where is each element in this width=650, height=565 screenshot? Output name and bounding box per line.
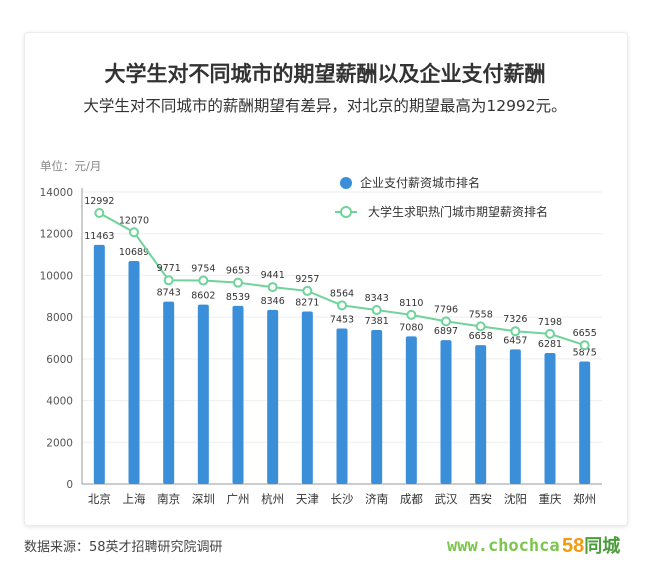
line-value-label: 9653	[226, 266, 250, 277]
bar	[475, 345, 487, 484]
legend-bar-marker	[340, 177, 352, 189]
x-tick-label: 重庆	[539, 492, 562, 506]
line-value-label: 9257	[295, 274, 319, 285]
bar	[579, 361, 591, 484]
line-value-label: 7558	[469, 309, 493, 320]
brand-text: 同城	[584, 536, 621, 557]
chart-title: 大学生对不同城市的期望薪酬以及企业支付薪酬	[104, 62, 546, 86]
bar-value-label: 6897	[434, 326, 458, 337]
line-point	[579, 340, 590, 351]
data-source: 数据来源：58英才招聘研究院调研	[24, 540, 223, 555]
bar	[128, 261, 140, 484]
bar-value-label: 8743	[157, 288, 181, 299]
line-value-label: 9771	[157, 263, 181, 274]
bar	[163, 301, 175, 484]
bar	[509, 349, 521, 484]
x-tick-label: 郑州	[573, 492, 596, 506]
line-value-label: 6655	[573, 328, 597, 339]
line-value-label: 8343	[365, 293, 389, 304]
x-tick-label: 武汉	[435, 492, 458, 506]
y-tick-label: 2000	[46, 437, 73, 449]
line-point	[94, 208, 105, 219]
legend-bar-label: 企业支付薪资城市排名	[360, 175, 480, 190]
bar	[336, 328, 348, 484]
bar-value-label: 8602	[191, 291, 215, 302]
bar-value-label: 7453	[330, 315, 354, 326]
bar	[267, 309, 279, 484]
line-point	[302, 285, 313, 296]
line-point	[406, 309, 417, 320]
bar	[371, 330, 383, 484]
bar	[440, 340, 452, 484]
x-tick-label: 深圳	[192, 492, 215, 506]
legend-line-label: 大学生求职热门城市期望薪资排名	[368, 204, 548, 219]
x-tick-label: 南京	[157, 492, 180, 506]
bar-value-label: 8271	[295, 297, 319, 308]
bar	[301, 311, 313, 484]
bar-value-label: 6281	[538, 339, 562, 350]
chart-card	[24, 32, 628, 526]
x-tick-label: 成都	[400, 492, 423, 506]
y-tick-label: 12000	[40, 229, 73, 241]
line-value-label: 8110	[399, 298, 423, 309]
bar	[197, 304, 209, 484]
line-point	[337, 300, 347, 311]
x-tick-label: 杭州	[261, 492, 284, 506]
line-point	[233, 277, 243, 288]
bar-value-label: 8539	[226, 292, 250, 303]
line-point	[510, 326, 521, 337]
line-value-label: 12070	[119, 215, 149, 226]
bar	[405, 336, 417, 484]
y-tick-label: 8000	[46, 312, 73, 324]
legend-line-marker	[340, 206, 352, 218]
line-value-label: 12992	[84, 196, 114, 207]
line-value-label: 8564	[330, 288, 354, 299]
y-tick-label: 10000	[40, 270, 73, 282]
line-point	[267, 282, 278, 293]
watermark-text: www.chochca	[447, 536, 560, 556]
bar	[544, 352, 556, 484]
line-value-label: 9754	[191, 264, 215, 275]
line-point	[441, 316, 451, 327]
bar-value-label: 10689	[119, 247, 149, 258]
y-tick-label: 4000	[46, 396, 73, 408]
line-value-label: 7796	[434, 304, 458, 315]
brand-logo: 58同城	[562, 532, 620, 558]
unit-label: 单位：元/月	[40, 159, 102, 173]
line-value-label: 9441	[261, 270, 285, 281]
line-point	[129, 227, 139, 238]
x-tick-label: 广州	[227, 492, 250, 506]
bar-value-label: 7080	[399, 322, 423, 333]
y-tick-label: 14000	[40, 187, 73, 199]
bar	[93, 244, 105, 484]
bar-value-label: 11463	[84, 231, 114, 242]
x-tick-label: 济南	[365, 492, 388, 506]
x-tick-label: 西安	[469, 492, 492, 506]
line-point	[475, 321, 486, 332]
bar-value-label: 7381	[365, 316, 389, 327]
chart-subtitle: 大学生对不同城市的薪酬期望有差异，对北京的期望最高为12992元。	[83, 97, 567, 115]
line-value-label: 7326	[503, 314, 527, 325]
line-point	[371, 304, 382, 315]
x-tick-label: 北京	[88, 492, 111, 506]
x-tick-label: 天津	[296, 492, 319, 506]
x-tick-label: 沈阳	[504, 492, 527, 506]
y-tick-label: 6000	[46, 354, 73, 366]
y-tick-label: 0	[66, 479, 73, 491]
line-point	[545, 328, 555, 339]
bar-value-label: 6658	[469, 331, 493, 342]
bar-value-label: 5875	[573, 347, 597, 358]
line-value-label: 7198	[538, 317, 562, 328]
bar-value-label: 8346	[261, 296, 285, 307]
line-point	[163, 275, 174, 286]
x-tick-label: 上海	[123, 492, 146, 506]
brand-number: 58	[562, 535, 585, 557]
line-point	[198, 275, 209, 286]
x-tick-label: 长沙	[331, 492, 354, 506]
bar	[232, 305, 244, 484]
bar-value-label: 6457	[503, 335, 527, 346]
